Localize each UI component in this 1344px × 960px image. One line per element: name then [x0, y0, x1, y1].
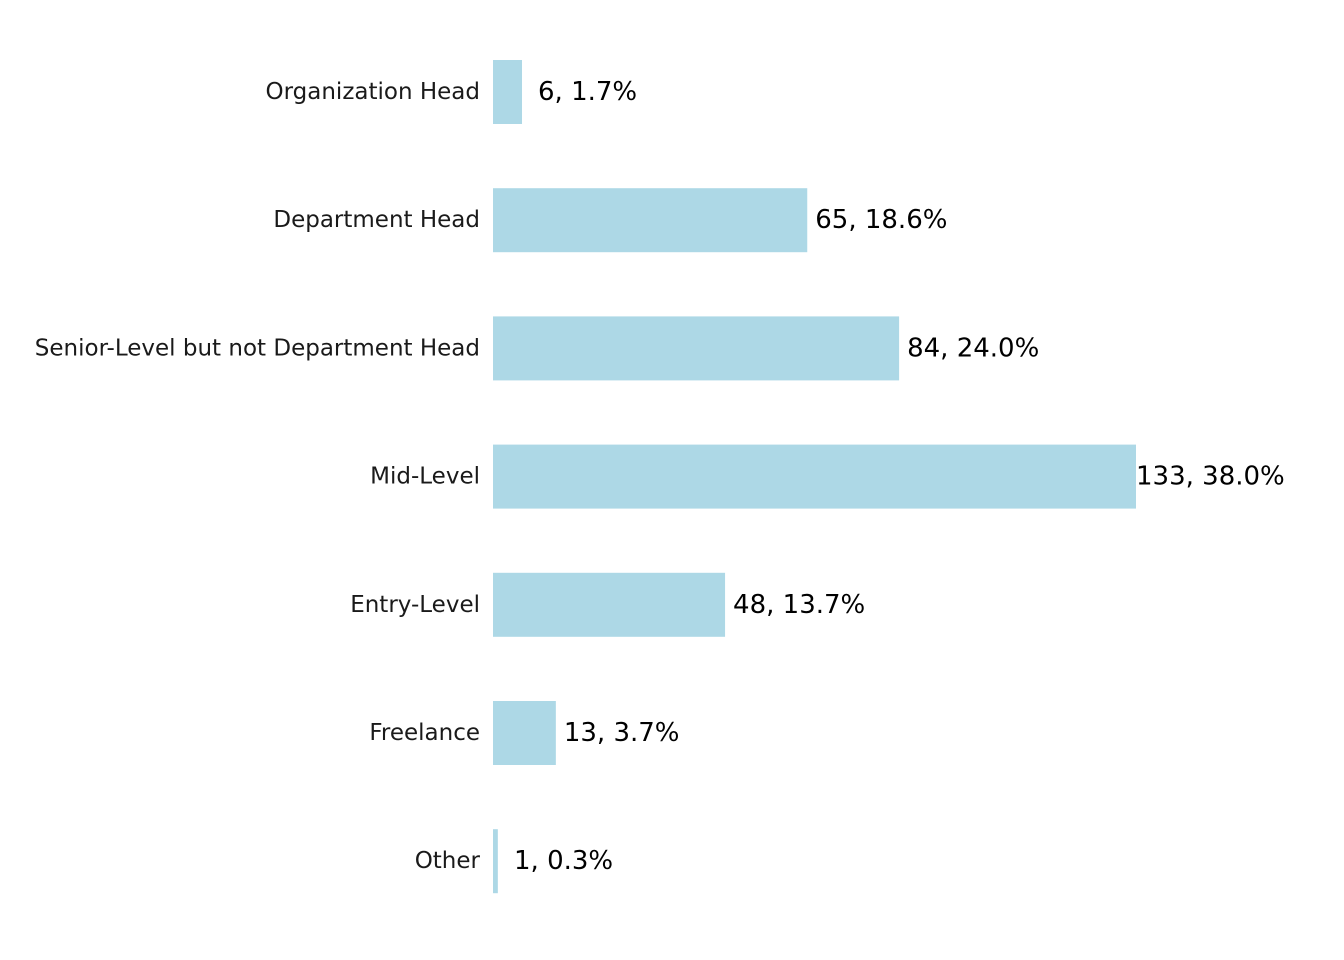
- bar: [493, 444, 1136, 509]
- data-label: 13, 3.7%: [564, 718, 680, 748]
- bars-group: [493, 60, 1136, 894]
- value-labels: 6, 1.7% 65, 18.6% 84, 24.0% 133, 38.0% 48, 1…: [514, 77, 1285, 876]
- bar: [493, 188, 808, 253]
- data-label: 65, 18.6%: [815, 205, 947, 235]
- bar: [493, 60, 523, 124]
- category-labels: Organization Head Department Head Senior-L…: [35, 79, 481, 874]
- category-label: Organization Head: [266, 79, 481, 105]
- category-label: Department Head: [273, 207, 480, 233]
- data-label: 84, 24.0%: [907, 333, 1039, 363]
- category-label: Freelance: [369, 720, 480, 746]
- category-label: Mid-Level: [370, 464, 480, 490]
- bar: [493, 572, 726, 637]
- category-label: Other: [415, 848, 481, 874]
- category-label: Senior-Level but not Department Head: [35, 335, 480, 361]
- bar: [493, 701, 556, 765]
- data-label: 48, 13.7%: [733, 590, 865, 620]
- data-label: 6, 1.7%: [538, 77, 637, 107]
- bar: [493, 829, 498, 894]
- data-label: 133, 38.0%: [1136, 462, 1285, 492]
- category-label: Entry-Level: [350, 592, 480, 618]
- data-label: 1, 0.3%: [514, 846, 613, 876]
- bar: [493, 316, 900, 381]
